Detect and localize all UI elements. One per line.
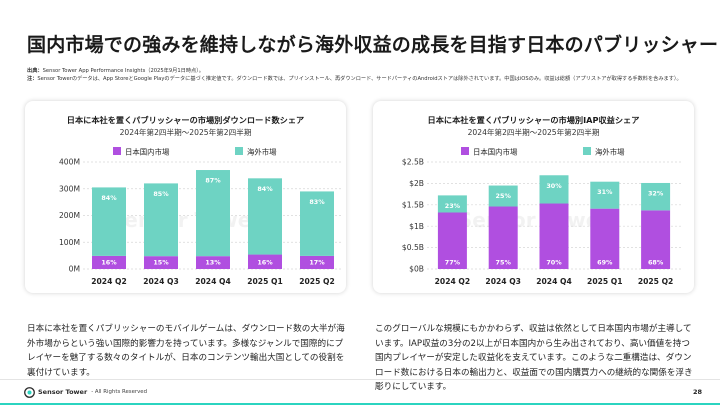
bar-segment: [590, 208, 620, 269]
x-tick-label: 2024 Q3: [485, 277, 521, 286]
data-label: 75%: [496, 259, 512, 267]
bar-segment: [248, 254, 282, 269]
data-label: 70%: [546, 259, 562, 267]
legend-swatch: [461, 147, 469, 155]
bar-segment: [196, 256, 230, 269]
note-label: 注：: [27, 76, 38, 82]
data-label: 69%: [597, 259, 613, 267]
footer-accent-stripe: [0, 403, 720, 405]
bar-segment: [437, 195, 467, 213]
y-tick-label: 300M: [59, 184, 80, 193]
chart-title: 日本に本社を置くパブリッシャーの市場別IAP収益シェア: [428, 115, 640, 125]
bar-segment: [590, 181, 620, 209]
legend-swatch: [113, 147, 121, 155]
legend-swatch: [583, 147, 591, 155]
y-tick-label: $1B: [409, 222, 424, 231]
revenue-chart-card: 日本に本社を置くパブリッシャーの市場別IAP収益シェア 2024年第2四半期〜20…: [373, 101, 694, 293]
bar-segment: [437, 212, 467, 269]
data-label: 23%: [445, 202, 461, 210]
data-label: 30%: [546, 182, 562, 190]
x-tick-label: 2024 Q4: [536, 277, 572, 286]
chart-subtitle: 2024年第2四半期〜2025年第2四半期: [468, 127, 600, 137]
y-tick-label: 400M: [59, 158, 80, 167]
bar-segment: [539, 175, 569, 204]
x-tick-label: 2025 Q2: [299, 277, 335, 286]
y-tick-label: $0B: [409, 265, 424, 274]
note-text: Sensor Towerのデータは、App StoreとGoogle Playの…: [37, 76, 682, 82]
footer-rights: - All Rights Reserved: [91, 389, 148, 395]
note-line: 注：Sensor Towerのデータは、App StoreとGoogle Pla…: [27, 75, 699, 83]
data-label: 16%: [101, 259, 117, 267]
page-number: 28: [692, 388, 702, 396]
bar-segment: [144, 256, 178, 269]
y-tick-label: 0M: [69, 265, 80, 274]
chart-title: 日本に本社を置くパブリッシャーの市場別ダウンロード数シェア: [67, 115, 304, 125]
y-tick-label: $2B: [409, 179, 424, 188]
x-tick-label: 2025 Q2: [638, 277, 674, 286]
source-label: 出典：: [27, 68, 43, 74]
y-tick-label: 200M: [59, 211, 80, 220]
data-label: 17%: [309, 259, 325, 267]
bar-segment: [641, 182, 671, 211]
page-title: 国内市場での強みを維持しながら海外収益の成長を目指す日本のパブリッシャー: [27, 34, 719, 56]
data-label: 13%: [205, 259, 221, 267]
x-tick-label: 2025 Q1: [587, 277, 623, 286]
y-tick-label: $2.5B: [402, 158, 424, 167]
footer-brand: Sensor Tower: [38, 388, 88, 396]
data-label: 25%: [496, 192, 512, 200]
data-label: 84%: [101, 194, 117, 202]
chart-subtitle: 2024年第2四半期〜2025年第2四半期: [120, 127, 252, 137]
downloads-chart-card: 日本に本社を置くパブリッシャーの市場別ダウンロード数シェア 2024年第2四半期〜…: [25, 101, 346, 293]
data-label: 85%: [153, 190, 169, 198]
data-label: 31%: [597, 188, 613, 196]
legend-label: 海外市場: [595, 148, 625, 157]
x-tick-label: 2024 Q3: [143, 277, 179, 286]
revenue-chart: 日本に本社を置くパブリッシャーの市場別IAP収益シェア 2024年第2四半期〜20…: [402, 115, 681, 286]
legend-label: 日本国内市場: [125, 148, 170, 157]
y-tick-label: $0.5B: [402, 243, 424, 252]
watermark-text: Sensor Tower: [458, 208, 609, 232]
source-note: 出典：Sensor Tower App Performance Insights…: [27, 67, 699, 83]
bar-segment: [488, 185, 518, 207]
revenue-commentary: このグローバルな規模にもかかわらず、収益は依然として日本国内市場が主導しています…: [375, 324, 693, 392]
y-tick-label: $1.5B: [402, 200, 424, 209]
bar-segment: [488, 206, 518, 269]
downloads-commentary: 日本に本社を置くパブリッシャーのモバイルゲームは、ダウンロード数の大半が海外市場…: [27, 324, 345, 378]
bar-segment: [92, 187, 126, 256]
x-tick-label: 2024 Q2: [91, 277, 127, 286]
legend-label: 海外市場: [247, 148, 277, 157]
legend-label: 日本国内市場: [473, 148, 518, 157]
x-tick-label: 2024 Q4: [195, 277, 231, 286]
data-label: 83%: [309, 198, 325, 206]
downloads-chart: 日本に本社を置くパブリッシャーの市場別ダウンロード数シェア 2024年第2四半期〜…: [59, 115, 343, 286]
source-text: Sensor Tower App Performance Insights（20…: [42, 68, 204, 74]
x-tick-label: 2025 Q1: [247, 277, 283, 286]
data-label: 68%: [648, 259, 664, 267]
bar-segment: [196, 170, 230, 257]
data-label: 16%: [257, 259, 273, 267]
footer-logo: Sensor Tower - All Rights Reserved: [24, 386, 147, 398]
footer: Sensor Tower - All Rights Reserved 28: [0, 379, 720, 405]
bar-segment: [144, 183, 178, 257]
bar-segment: [539, 203, 569, 269]
bar-segment: [248, 178, 282, 255]
source-line: 出典：Sensor Tower App Performance Insights…: [27, 67, 699, 75]
data-label: 87%: [205, 177, 221, 185]
data-label: 84%: [257, 185, 273, 193]
bar-segment: [300, 255, 334, 269]
bar-segment: [641, 210, 671, 269]
x-tick-label: 2024 Q2: [435, 277, 471, 286]
y-tick-label: 100M: [59, 238, 80, 247]
data-label: 32%: [648, 189, 664, 197]
sensor-tower-logo-icon: [24, 386, 35, 398]
data-label: 15%: [153, 259, 169, 267]
watermark-text: Sensor Tower: [110, 208, 261, 232]
data-label: 77%: [445, 259, 461, 267]
footer-divider: [0, 379, 720, 380]
bar-segment: [300, 191, 334, 256]
bar-segment: [92, 255, 126, 269]
legend-swatch: [235, 147, 243, 155]
